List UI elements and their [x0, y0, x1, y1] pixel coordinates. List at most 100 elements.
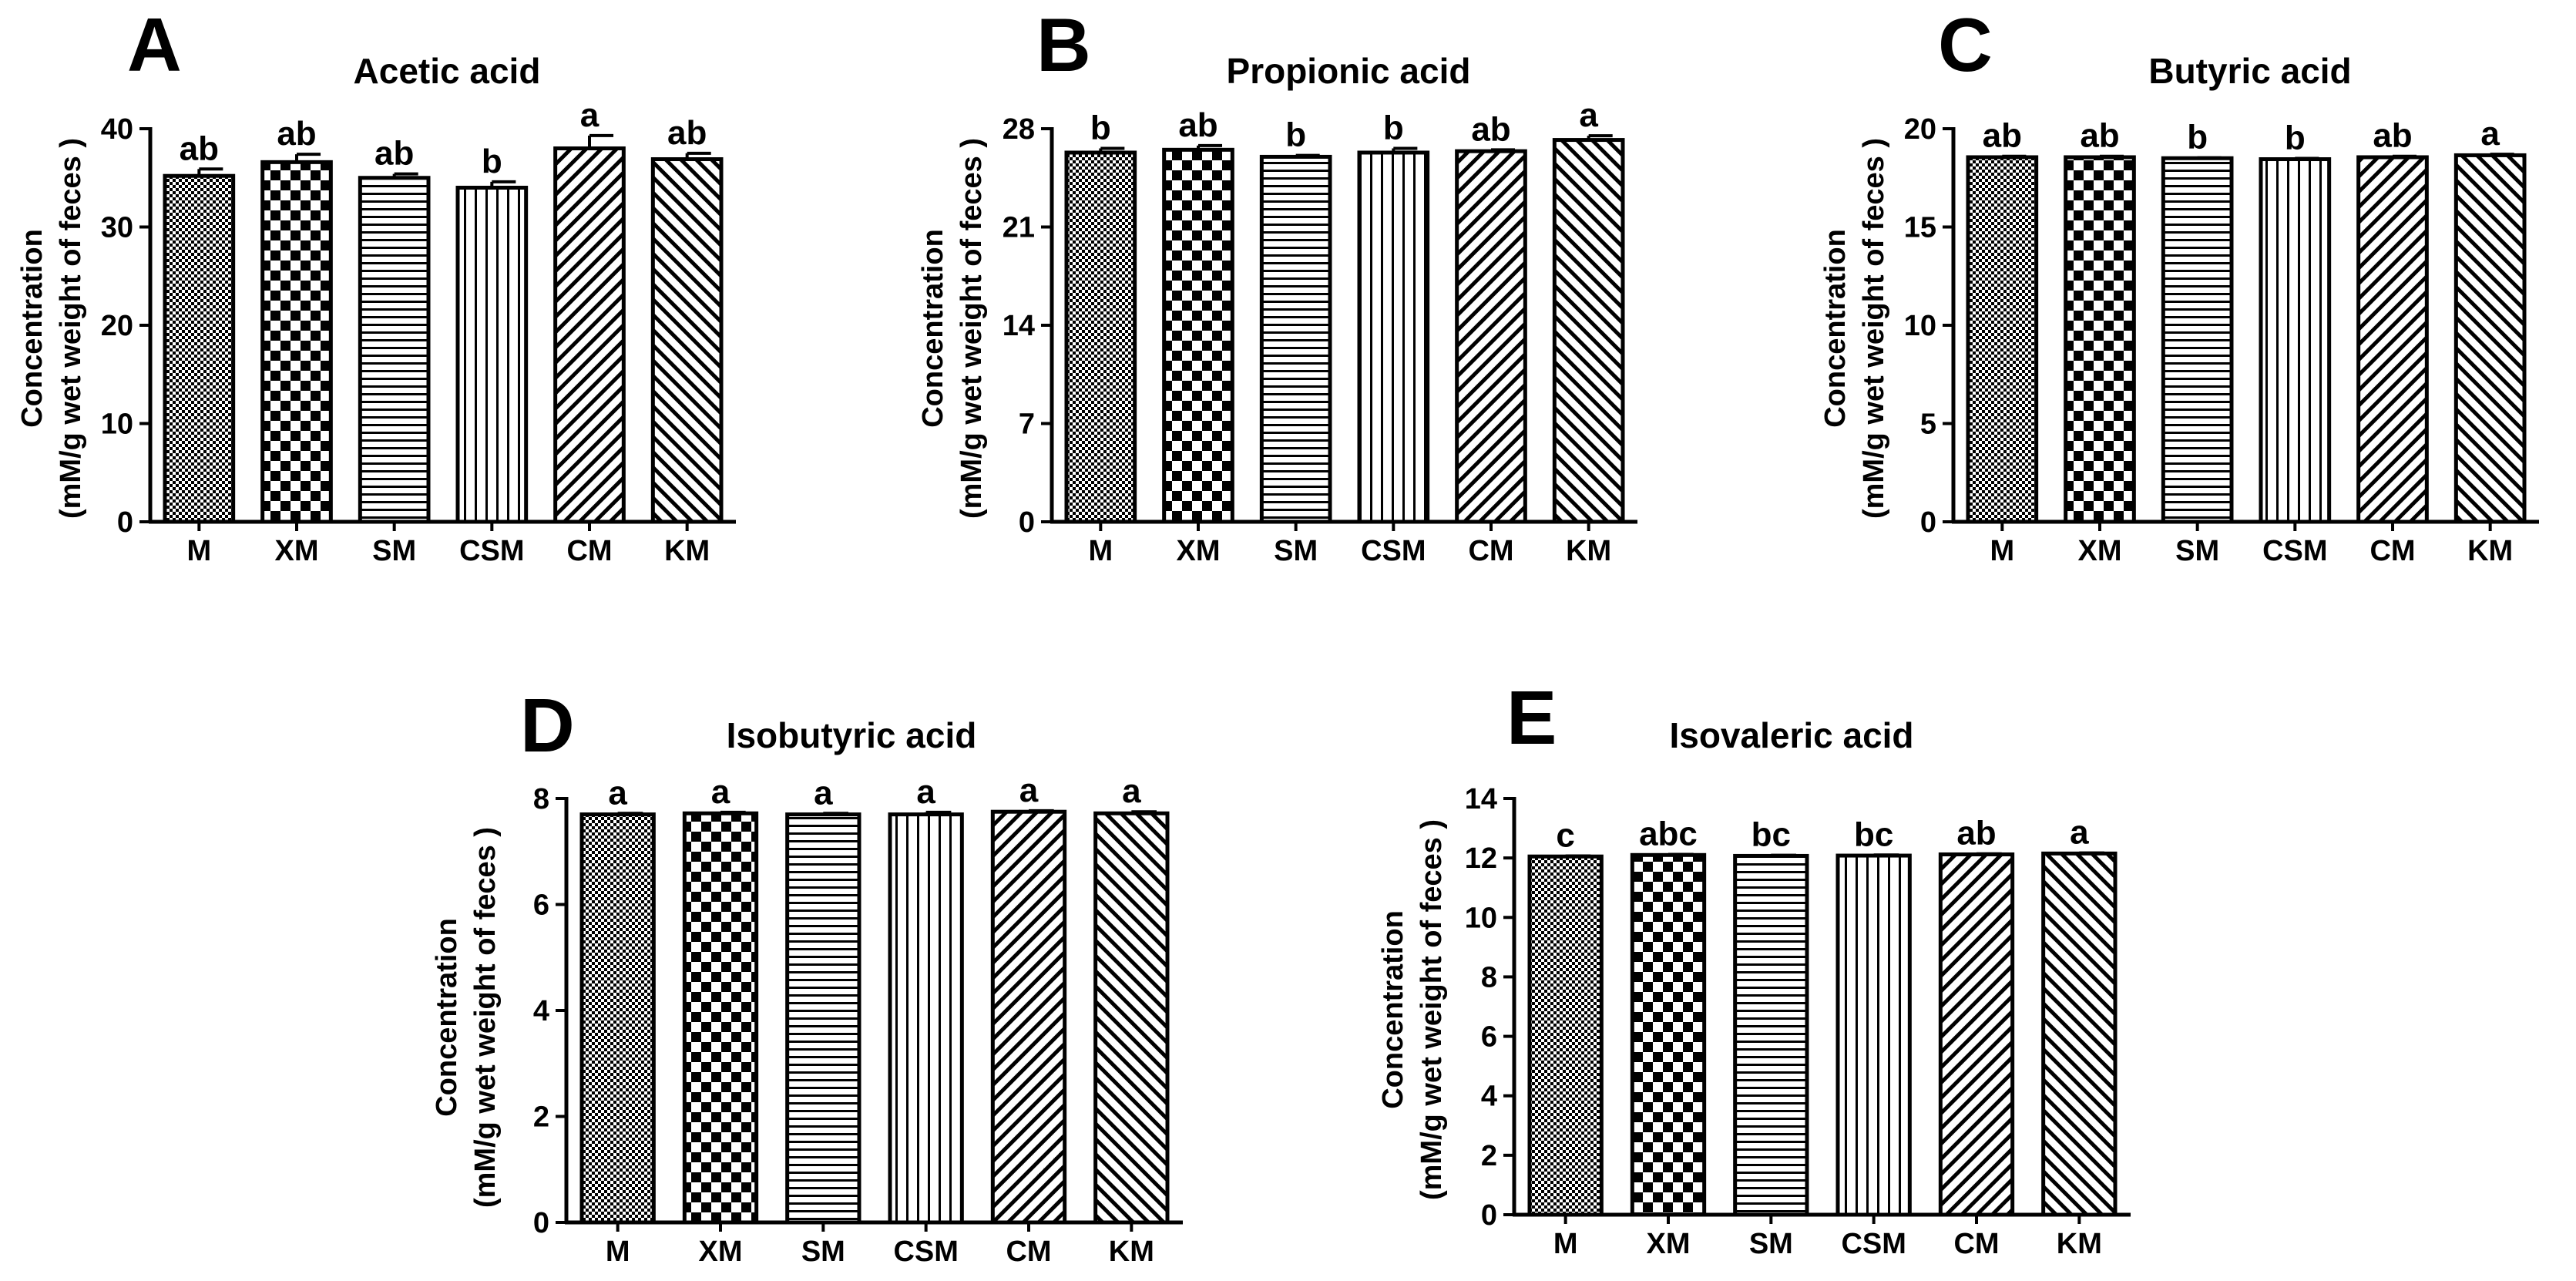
y-axis-label-unit: (mM/g wet weight of feces )	[469, 827, 502, 1208]
y-axis-label-unit: (mM/g wet weight of feces )	[956, 138, 988, 519]
bar-cm	[990, 809, 1067, 1225]
bar-xm	[1630, 852, 1707, 1217]
y-tick-label: 2	[1481, 1140, 1497, 1172]
category-label: CSM	[2262, 535, 2327, 567]
y-tick-label: 30	[101, 212, 133, 244]
category-label: CSM	[1841, 1228, 1906, 1260]
significance-label: ab	[180, 129, 219, 167]
bar-km	[1552, 138, 1625, 524]
bar-km	[1093, 811, 1170, 1225]
significance-label: ab	[1178, 106, 1217, 144]
category-label: CM	[1953, 1228, 1999, 1260]
y-tick-label: 21	[1003, 212, 1035, 244]
y-tick-label: 0	[533, 1207, 549, 1239]
bar-xm	[1162, 147, 1234, 524]
significance-label: a	[2070, 814, 2089, 852]
category-label: XM	[1647, 1228, 1691, 1260]
category-label: XM	[699, 1236, 743, 1268]
y-tick-label: 7	[1019, 409, 1035, 441]
bar-m	[163, 173, 236, 524]
bar-sm	[1259, 154, 1332, 524]
chart-title: Acetic acid	[354, 51, 541, 91]
bar-cm	[1938, 852, 2015, 1217]
y-tick-label: 15	[1904, 212, 1936, 244]
y-tick-label: 2	[533, 1101, 549, 1134]
panel-letter: A	[127, 2, 182, 87]
bar-sm	[785, 812, 861, 1225]
significance-label: b	[1285, 116, 1306, 154]
category-label: KM	[2467, 535, 2513, 567]
bar-csm	[888, 812, 964, 1225]
chart-title: Isovaleric acid	[1669, 715, 1913, 755]
y-tick-label: 10	[1465, 902, 1497, 934]
y-axis-label: Concentration	[917, 229, 949, 428]
panel-letter: B	[1036, 2, 1091, 87]
y-tick-label: 14	[1003, 310, 1035, 342]
significance-label: ab	[1471, 110, 1510, 148]
category-label: SM	[1274, 535, 1318, 567]
chart-title: Butyric acid	[2148, 51, 2351, 91]
y-tick-label: 0	[1920, 506, 1936, 539]
significance-label: ab	[2373, 117, 2412, 155]
category-label: CSM	[459, 535, 524, 567]
category-label: M	[187, 535, 212, 567]
significance-label: a	[1579, 96, 1598, 134]
significance-label: bc	[1854, 815, 1893, 853]
bar-m	[579, 812, 656, 1225]
category-label: SM	[801, 1236, 845, 1268]
y-tick-label: 10	[1904, 310, 1936, 342]
significance-label: b	[2187, 119, 2208, 156]
bar-sm	[1733, 853, 1809, 1217]
significance-label: a	[1122, 772, 1141, 810]
category-label: SM	[372, 535, 416, 567]
bar-xm	[2064, 155, 2136, 524]
y-tick-label: 0	[1481, 1199, 1497, 1232]
bar-sm	[2161, 156, 2234, 524]
significance-label: ab	[1956, 815, 1996, 852]
y-tick-label: 40	[101, 113, 133, 146]
bar-csm	[1357, 150, 1430, 524]
category-label: M	[1553, 1228, 1578, 1260]
panel-c: C Butyric acid Concentration (mM/g wet w…	[1819, 2, 2539, 567]
y-tick-label: 28	[1003, 113, 1035, 146]
category-label: XM	[2078, 535, 2122, 567]
category-label: M	[1089, 535, 1113, 567]
panel-letter: E	[1506, 675, 1557, 760]
significance-label: a	[916, 773, 935, 811]
significance-label: a	[814, 774, 833, 812]
category-label: CM	[566, 535, 612, 567]
panel-e: E Isovaleric acid Concentration (mM/g we…	[1377, 675, 2131, 1260]
bar-sm	[358, 176, 431, 524]
category-label: CM	[1468, 535, 1513, 567]
category-label: KM	[1109, 1236, 1154, 1268]
category-label: CSM	[893, 1236, 958, 1268]
panel-d: D Isobutyric acid Concentration (mM/g we…	[431, 683, 1183, 1268]
bar-km	[650, 157, 724, 524]
panel-a: A Acetic acid Concentration (mM/g wet we…	[16, 2, 736, 567]
bar-csm	[1835, 853, 1912, 1217]
significance-label: b	[482, 143, 502, 180]
y-tick-label: 20	[101, 310, 133, 342]
y-axis-label: Concentration	[1819, 229, 1852, 428]
y-axis-label-unit: (mM/g wet weight of feces )	[1858, 138, 1890, 519]
bar-m	[1966, 155, 2039, 524]
chart-title: Propionic acid	[1227, 51, 1471, 91]
significance-label: b	[1090, 109, 1111, 147]
significance-label: a	[2480, 115, 2500, 153]
y-tick-label: 0	[117, 506, 133, 539]
significance-label: a	[711, 773, 730, 811]
category-label: KM	[664, 535, 710, 567]
y-tick-label: 0	[1019, 506, 1035, 539]
y-tick-label: 6	[1481, 1021, 1497, 1054]
significance-label: bc	[1751, 816, 1791, 854]
significance-label: a	[580, 96, 599, 134]
category-label: CSM	[1361, 535, 1426, 567]
y-tick-label: 8	[1481, 961, 1497, 994]
category-label: M	[1990, 535, 2015, 567]
y-axis-label: Concentration	[16, 229, 49, 428]
significance-label: a	[1019, 772, 1039, 809]
significance-label: b	[1383, 109, 1404, 147]
bar-xm	[682, 811, 759, 1225]
y-tick-label: 4	[533, 995, 549, 1027]
